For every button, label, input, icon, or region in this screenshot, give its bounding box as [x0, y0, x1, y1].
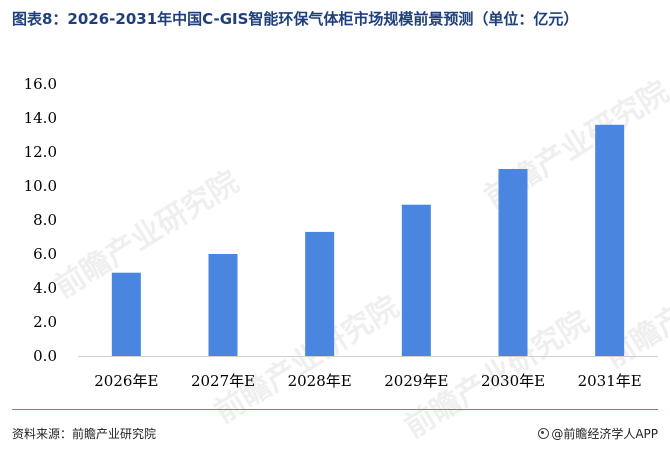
y-tick-label: 4.0: [33, 279, 57, 297]
y-tick-label: 16.0: [24, 75, 57, 93]
x-tick-label: 2030年E: [481, 372, 545, 390]
y-tick-label: 10.0: [24, 177, 57, 195]
x-tick-label: 2027年E: [191, 372, 255, 390]
bar-chart: 0.0 2.0 4.0 6.0 8.0 10.0 12.0 14.0 16.0 2026年E 202…: [24, 75, 658, 390]
source-note: 资料来源：前瞻产业研究院: [12, 427, 157, 441]
y-tick-label: 12.0: [24, 143, 57, 161]
brand-icon: [538, 428, 550, 439]
y-tick-label: 0.0: [33, 347, 57, 365]
y-tick-label: 8.0: [33, 211, 57, 229]
bar: [208, 254, 238, 356]
y-tick-label: 14.0: [24, 109, 57, 127]
x-tick-label: 2028年E: [288, 372, 352, 390]
y-tick-label: 2.0: [33, 313, 57, 331]
y-tick-label: 6.0: [33, 245, 57, 263]
x-tick-label: 2029年E: [384, 372, 448, 390]
x-tick-label: 2031年E: [578, 372, 642, 390]
chart-title: 图表8：2026-2031年中国C-GIS智能环保气体柜市场规模前景预测（单位：…: [12, 10, 579, 28]
bar: [111, 272, 141, 356]
brand-credit: @前瞻经济学人APP: [538, 425, 658, 442]
brand-credit-text: @前瞻经济学人APP: [551, 427, 658, 441]
footer-divider: [12, 409, 658, 410]
bar: [305, 231, 335, 356]
bar: [401, 204, 431, 356]
bar: [595, 124, 625, 356]
x-tick-label: 2026年E: [94, 372, 158, 390]
bar: [498, 169, 528, 356]
